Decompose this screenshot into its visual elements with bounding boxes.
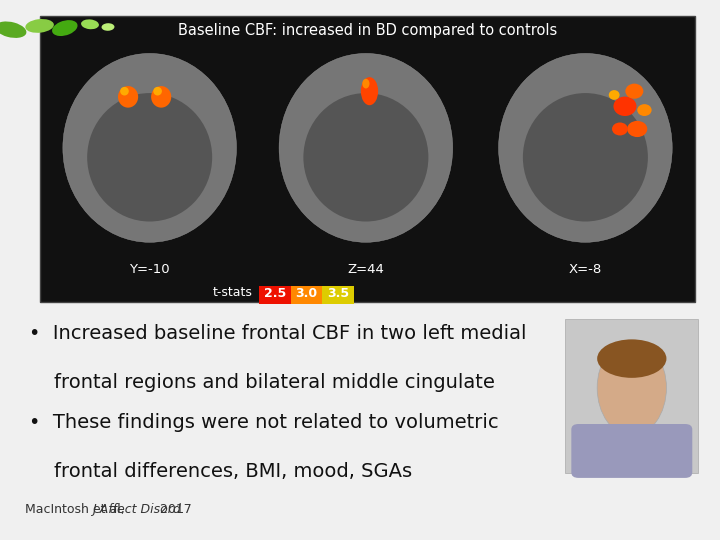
Ellipse shape (153, 87, 162, 96)
Text: 3.5: 3.5 (327, 287, 349, 300)
FancyBboxPatch shape (259, 286, 291, 305)
Ellipse shape (523, 93, 648, 221)
Ellipse shape (361, 77, 378, 105)
Ellipse shape (81, 19, 99, 29)
Ellipse shape (0, 22, 27, 38)
Text: Z=44: Z=44 (348, 263, 384, 276)
Ellipse shape (279, 53, 453, 242)
Text: X=-8: X=-8 (569, 263, 602, 276)
FancyBboxPatch shape (291, 286, 323, 305)
Text: Baseline CBF: increased in BD compared to controls: Baseline CBF: increased in BD compared t… (178, 23, 557, 38)
FancyBboxPatch shape (565, 319, 698, 472)
Ellipse shape (626, 84, 644, 99)
Ellipse shape (362, 79, 369, 89)
Text: 2017: 2017 (156, 503, 192, 516)
Text: frontal differences, BMI, mood, SGAs: frontal differences, BMI, mood, SGAs (29, 462, 412, 481)
Text: frontal regions and bilateral middle cingulate: frontal regions and bilateral middle cin… (29, 373, 495, 392)
Ellipse shape (609, 90, 620, 100)
Text: J Affect Disord.: J Affect Disord. (92, 503, 185, 516)
Ellipse shape (613, 97, 636, 116)
Ellipse shape (118, 86, 138, 107)
Ellipse shape (120, 87, 129, 96)
Ellipse shape (637, 104, 652, 116)
Ellipse shape (52, 20, 78, 36)
Ellipse shape (612, 123, 628, 136)
Text: 3.0: 3.0 (295, 287, 318, 300)
Ellipse shape (597, 340, 667, 436)
Ellipse shape (87, 93, 212, 221)
Text: •  Increased baseline frontal CBF in two left medial: • Increased baseline frontal CBF in two … (29, 324, 526, 343)
Ellipse shape (597, 339, 667, 378)
Text: 2.5: 2.5 (264, 287, 286, 300)
Ellipse shape (63, 53, 236, 242)
FancyBboxPatch shape (323, 286, 354, 305)
Ellipse shape (303, 93, 428, 221)
Ellipse shape (102, 23, 114, 31)
Text: •  These findings were not related to volumetric: • These findings were not related to vol… (29, 413, 498, 432)
Text: MacIntosh et al,: MacIntosh et al, (25, 503, 129, 516)
FancyBboxPatch shape (572, 424, 693, 478)
Ellipse shape (627, 121, 647, 137)
Ellipse shape (498, 53, 672, 242)
Ellipse shape (151, 86, 171, 107)
Text: t-stats: t-stats (212, 286, 253, 299)
Ellipse shape (25, 19, 54, 33)
FancyBboxPatch shape (40, 16, 695, 302)
Text: Y=-10: Y=-10 (130, 263, 170, 276)
